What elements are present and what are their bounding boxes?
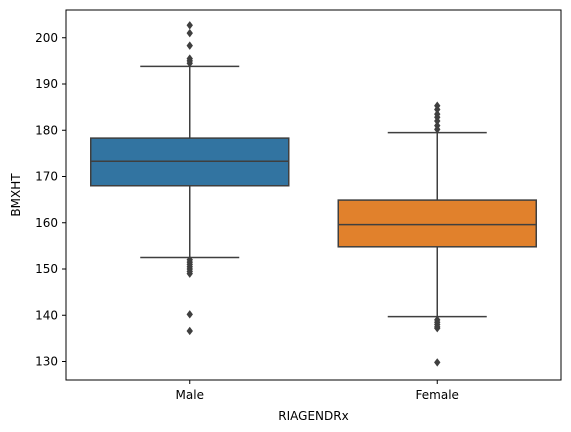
box-female [337, 101, 537, 367]
outlier-point [434, 116, 441, 126]
y-axis-label: BMXHT [9, 173, 23, 217]
outlier-point [434, 358, 441, 367]
outlier-point [186, 326, 193, 336]
y-tick-label: 140 [35, 308, 58, 322]
y-tick-label: 130 [35, 355, 58, 369]
y-tick-label: 170 [35, 170, 58, 184]
x-axis-label: RIAGENDRx [278, 409, 348, 423]
outlier-point [186, 269, 193, 278]
outlier-point [186, 41, 193, 50]
y-tick-label: 200 [35, 31, 58, 45]
y-tick-label: 160 [35, 216, 58, 230]
x-tick-label-female: Female [416, 388, 459, 402]
outlier-point [434, 105, 441, 114]
x-axis: Male Female [176, 380, 459, 402]
y-tick-label: 150 [35, 262, 58, 276]
outlier-point [186, 310, 193, 319]
plot-frame [65, 9, 562, 381]
outlier-point [434, 324, 441, 333]
y-axis: 130 140 150 160 170 180 190 200 [35, 31, 66, 369]
outlier-point [186, 58, 193, 68]
iqr-box [337, 199, 537, 248]
outlier-point [186, 28, 193, 38]
outlier-point [434, 125, 441, 134]
plot-area [90, 21, 537, 367]
y-tick-label: 180 [35, 123, 58, 137]
y-tick-label: 190 [35, 77, 58, 91]
box-male [90, 21, 290, 336]
x-tick-label-male: Male [176, 388, 204, 402]
outlier-point [186, 21, 193, 30]
